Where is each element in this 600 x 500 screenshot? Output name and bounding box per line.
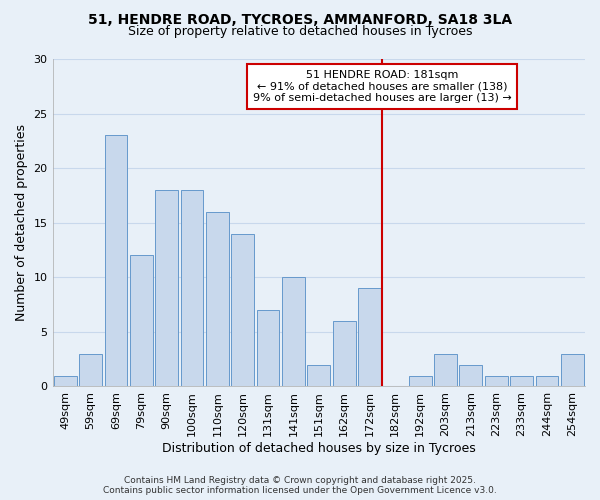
Text: Size of property relative to detached houses in Tycroes: Size of property relative to detached ho… xyxy=(128,25,472,38)
Bar xyxy=(536,376,559,386)
Bar xyxy=(460,364,482,386)
Bar xyxy=(510,376,533,386)
Bar xyxy=(130,256,152,386)
Bar xyxy=(54,376,77,386)
Bar xyxy=(561,354,584,386)
Text: Contains HM Land Registry data © Crown copyright and database right 2025.
Contai: Contains HM Land Registry data © Crown c… xyxy=(103,476,497,495)
Bar xyxy=(155,190,178,386)
Bar xyxy=(333,321,356,386)
Bar xyxy=(231,234,254,386)
Y-axis label: Number of detached properties: Number of detached properties xyxy=(15,124,28,321)
Bar xyxy=(485,376,508,386)
Bar xyxy=(434,354,457,386)
Bar xyxy=(282,278,305,386)
Bar xyxy=(104,136,127,386)
X-axis label: Distribution of detached houses by size in Tycroes: Distribution of detached houses by size … xyxy=(162,442,476,455)
Bar xyxy=(79,354,102,386)
Bar xyxy=(409,376,431,386)
Bar xyxy=(307,364,330,386)
Bar xyxy=(358,288,381,386)
Text: 51 HENDRE ROAD: 181sqm
← 91% of detached houses are smaller (138)
9% of semi-det: 51 HENDRE ROAD: 181sqm ← 91% of detached… xyxy=(253,70,512,103)
Bar xyxy=(206,212,229,386)
Text: 51, HENDRE ROAD, TYCROES, AMMANFORD, SA18 3LA: 51, HENDRE ROAD, TYCROES, AMMANFORD, SA1… xyxy=(88,12,512,26)
Bar xyxy=(181,190,203,386)
Bar xyxy=(257,310,280,386)
